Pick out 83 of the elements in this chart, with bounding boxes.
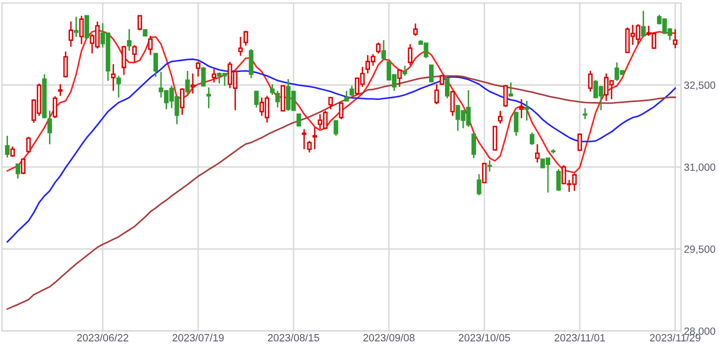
candlestick bbox=[556, 168, 561, 192]
candlestick bbox=[519, 98, 524, 119]
candlestick bbox=[275, 90, 280, 108]
candlestick bbox=[402, 65, 408, 77]
candlestick bbox=[111, 63, 116, 92]
candlestick bbox=[270, 83, 275, 96]
candlestick bbox=[307, 140, 312, 154]
candlestick bbox=[206, 86, 212, 109]
candlestick bbox=[116, 75, 121, 98]
candlestick bbox=[582, 107, 588, 120]
candlestick bbox=[190, 72, 196, 94]
candlestick bbox=[47, 110, 52, 145]
y-tick-label: 32,500 bbox=[684, 82, 716, 90]
candlestick bbox=[471, 134, 476, 159]
candlestick bbox=[52, 96, 58, 119]
candlestick bbox=[338, 102, 344, 120]
candlestick bbox=[476, 174, 482, 196]
candlestick bbox=[63, 50, 68, 78]
candlestick bbox=[498, 110, 503, 124]
candlestick bbox=[408, 43, 412, 66]
candlestick bbox=[672, 28, 678, 49]
x-tick-label: 2023/09/08 bbox=[363, 334, 415, 342]
line-series bbox=[6, 58, 676, 243]
candlestick bbox=[10, 146, 15, 158]
candlestick bbox=[344, 90, 349, 102]
x-tick-label: 2023/11/01 bbox=[554, 334, 605, 342]
candlestick bbox=[530, 132, 534, 146]
x-tick-label: 2023/06/22 bbox=[77, 334, 128, 342]
candlestick bbox=[334, 120, 338, 137]
candlestick bbox=[350, 85, 354, 97]
candlestick bbox=[296, 113, 302, 127]
candlestick bbox=[577, 132, 582, 152]
candlestick bbox=[153, 52, 158, 78]
x-tick-label: 2023/07/19 bbox=[172, 334, 224, 342]
candlestick bbox=[328, 96, 333, 110]
candlestick bbox=[79, 15, 84, 45]
candlestick bbox=[180, 87, 185, 116]
candlestick bbox=[68, 20, 74, 48]
candlestick bbox=[74, 16, 78, 38]
candlestick bbox=[450, 90, 455, 117]
candlestick bbox=[254, 90, 259, 108]
candlestick bbox=[508, 82, 514, 97]
candlestick bbox=[84, 15, 90, 40]
candlestick bbox=[196, 61, 200, 78]
candlestick bbox=[138, 15, 142, 31]
line-series bbox=[6, 75, 676, 310]
candlestick bbox=[248, 48, 254, 79]
candlestick bbox=[641, 10, 646, 38]
candlestick bbox=[588, 70, 593, 92]
candlestick bbox=[376, 42, 381, 54]
candlestick bbox=[487, 160, 492, 172]
candlestick bbox=[482, 162, 487, 184]
candlestick bbox=[201, 66, 206, 88]
candlestick bbox=[524, 100, 530, 122]
candlestick bbox=[535, 144, 540, 164]
candlestick bbox=[58, 83, 63, 97]
candlestick bbox=[413, 22, 418, 36]
candlestick bbox=[244, 30, 248, 46]
candlestick bbox=[185, 70, 190, 97]
candlestick bbox=[148, 35, 153, 56]
candlestick bbox=[5, 135, 10, 158]
candlestick bbox=[514, 112, 518, 137]
candlestick bbox=[434, 83, 439, 105]
candlestick bbox=[132, 44, 137, 64]
candlestick bbox=[212, 68, 216, 84]
y-tick-label: 29,500 bbox=[684, 246, 716, 254]
candlestick bbox=[26, 136, 31, 154]
candlestick bbox=[381, 39, 386, 61]
candlestick bbox=[444, 77, 450, 99]
candlestick bbox=[429, 64, 434, 84]
candlestick bbox=[302, 128, 306, 150]
candlestick bbox=[122, 45, 126, 76]
candlestick bbox=[16, 164, 20, 180]
candlestick bbox=[238, 36, 243, 57]
x-tick-label: 2023/08/15 bbox=[268, 334, 320, 342]
y-tick-label: 31,000 bbox=[684, 164, 716, 172]
candlestick bbox=[312, 126, 318, 150]
x-tick-label: 2023/10/05 bbox=[458, 334, 510, 342]
candlestick bbox=[126, 28, 132, 52]
candlestick bbox=[397, 68, 402, 88]
candlestick bbox=[503, 84, 508, 108]
candlestick bbox=[20, 158, 26, 175]
candlestick bbox=[492, 125, 498, 151]
